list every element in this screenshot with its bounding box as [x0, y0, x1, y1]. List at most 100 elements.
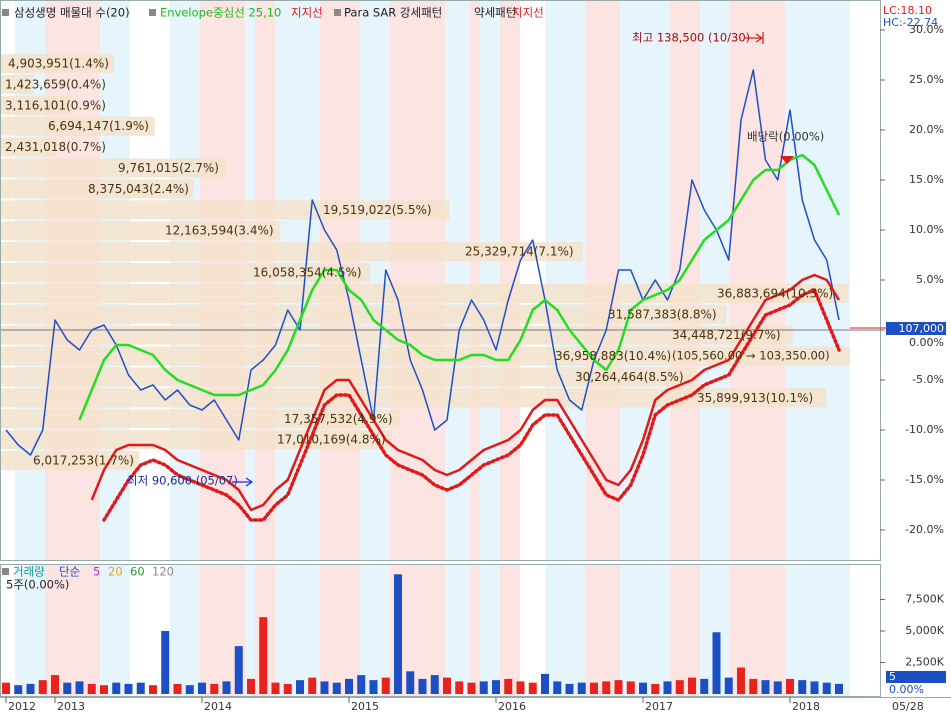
volume-profile-bar	[1, 304, 727, 324]
volume-bar	[516, 681, 525, 694]
volume-bar	[675, 680, 684, 694]
legend-icon	[2, 568, 9, 575]
volume-profile-bar	[1, 263, 370, 282]
volume-profile-label: 17,010,169(4.8%)	[277, 433, 386, 447]
volume-bar	[688, 677, 696, 694]
volume-bar	[639, 682, 647, 694]
volume-bar	[749, 678, 758, 694]
volume-bar	[394, 574, 402, 694]
volume-bar	[504, 678, 513, 694]
annotation: 최저 90,600 (05/07)	[127, 474, 238, 488]
y-tick-label: 10.0%	[909, 223, 944, 236]
volume-bar	[332, 682, 341, 694]
legend-icon	[149, 9, 156, 16]
legend-icon	[334, 9, 341, 16]
volume-profile-bar	[1, 200, 450, 220]
corner-label: HC:-22.74	[883, 16, 938, 29]
y-tick-label: -10.0%	[905, 423, 944, 436]
volume-bar	[798, 680, 807, 694]
trend-band	[320, 565, 360, 696]
y-tick-label: -15.0%	[905, 473, 944, 486]
volume-profile-bar	[1, 242, 583, 262]
y-tick-label: 2,500K	[905, 656, 944, 669]
volume-bar	[75, 681, 84, 694]
volume-bar	[443, 677, 451, 694]
x-tick-label: 2015	[351, 700, 379, 713]
ma-period: 120	[152, 565, 174, 579]
ma-period: 20	[108, 565, 123, 579]
volume-bar	[63, 682, 72, 694]
trend-band	[245, 565, 255, 696]
trend-band	[620, 1, 670, 560]
legend-support: 지지선	[291, 6, 323, 20]
volume-bar	[38, 680, 47, 694]
trend-band	[500, 1, 520, 560]
volume-bar	[822, 682, 831, 694]
ma-label: 단순	[59, 565, 80, 579]
trend-band	[620, 565, 670, 696]
annotation: 최고 138,500 (10/30)	[632, 31, 750, 45]
indicator-line	[102, 288, 841, 522]
volume-bar	[565, 683, 574, 694]
volume-profile-bar	[1, 409, 400, 429]
volume-profile-bar	[1, 283, 849, 303]
volume-bar	[185, 685, 194, 694]
volume-profile-bar	[1, 137, 57, 157]
x-tick-label: 2014	[204, 700, 232, 713]
volume-profile-label: 36,958,883(10.4%)	[555, 349, 671, 363]
volume-bar	[87, 683, 96, 694]
volume-bar	[161, 631, 170, 694]
trend-band	[470, 1, 480, 560]
volume-bar	[602, 681, 611, 694]
volume-bar	[26, 683, 35, 694]
y-tick-label: 0.00%	[909, 336, 944, 349]
volume-profile-label: 4,903,951(1.4%)	[8, 57, 109, 71]
plot-layer	[1, 69, 880, 694]
volume-profile-bar	[1, 54, 114, 73]
ma-period: 5	[93, 565, 100, 579]
y-tick-label: 15.0%	[909, 173, 944, 186]
legend-text: 약세패턴	[474, 6, 516, 20]
volume-profile-bar	[1, 74, 34, 94]
volume-profile-bar	[1, 116, 155, 136]
legend-sar: Para SAR 강세패턴	[344, 6, 442, 20]
volume-subtitle: 5주(0.00%)	[6, 578, 69, 592]
trend-band	[445, 565, 470, 696]
x-tick-label: 2012	[8, 700, 36, 713]
volume-bar	[724, 677, 733, 694]
trend-band	[545, 1, 585, 560]
volume-profile-label: 17,357,532(4.9%)	[284, 412, 393, 426]
trend-band	[700, 1, 730, 560]
y-tick-label: 25.0%	[909, 73, 944, 86]
corner-label: LC:18.10	[883, 4, 932, 17]
volume-bar	[467, 682, 476, 694]
volume-profile-bar	[1, 95, 73, 115]
volume-bar	[541, 673, 549, 694]
volume-bar	[663, 681, 672, 694]
volume-bar	[124, 683, 133, 694]
last-price-label: 107,000	[899, 322, 945, 335]
trend-band	[785, 1, 850, 560]
volume-bar	[112, 682, 121, 694]
volume-profile-bar	[1, 221, 281, 241]
trend-band	[45, 565, 100, 696]
y-tick-label: -20.0%	[905, 523, 944, 536]
volume-bar	[345, 678, 353, 694]
volume-bar	[381, 677, 390, 694]
volume-right-label: 0.00%	[889, 683, 924, 696]
volume-bar	[100, 685, 108, 694]
y-tick-label: 30.0%	[909, 23, 944, 36]
trend-band	[670, 565, 700, 696]
volume-profile-label: 3,116,101(0.9%)	[5, 98, 106, 112]
x-tick-label: 05/28	[892, 700, 924, 713]
volume-bar	[712, 632, 721, 694]
volume-panel-border	[0, 564, 881, 697]
x-tick-label: 2018	[792, 700, 820, 713]
volume-profile-label: 30,264,464(8.5%)	[575, 370, 684, 384]
volume-bar	[626, 681, 635, 694]
volume-bar	[492, 680, 500, 694]
volume-bar	[320, 681, 329, 694]
ma-period: 60	[130, 565, 145, 579]
volume-profile-label: 36,883,694(10.3%)	[717, 286, 833, 300]
volume-title: 거래량	[13, 565, 45, 579]
